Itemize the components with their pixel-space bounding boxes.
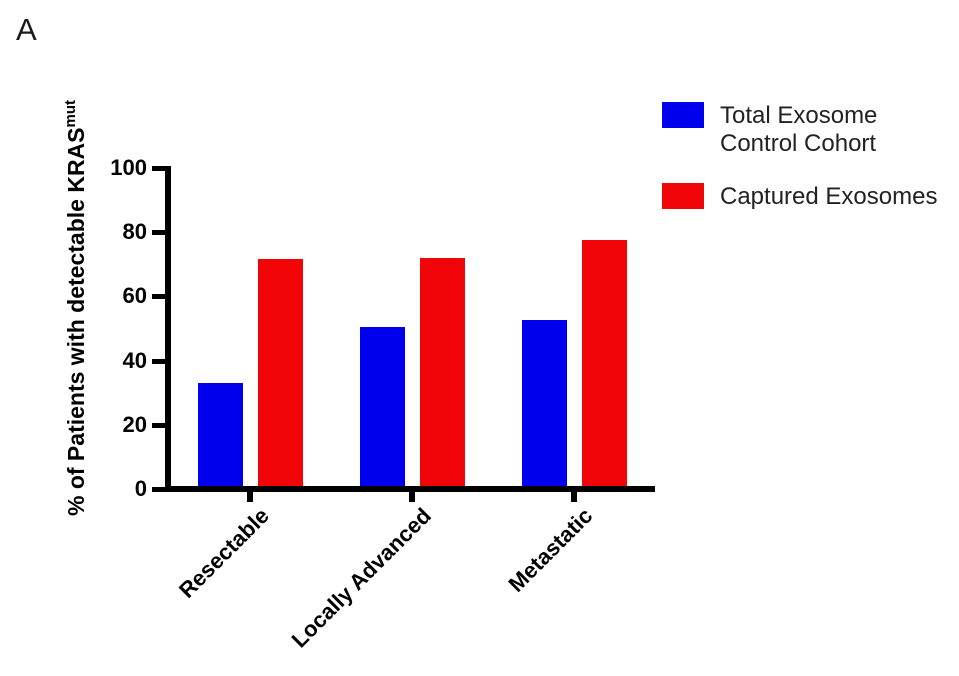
legend-entry-1: Captured Exosomes [662, 183, 937, 211]
bar-red-2 [581, 240, 627, 487]
y-axis-title-superscript: mut [62, 99, 80, 128]
legend-label-line: Control Cohort [720, 130, 877, 157]
category-label-2: Metastatic [503, 503, 598, 597]
y-tick-100 [152, 166, 165, 171]
category-label-1: Locally Advanced [286, 503, 436, 653]
legend-label-0: Total Exosome Control Cohort [720, 102, 877, 158]
y-tick-40 [152, 359, 165, 364]
legend-label-1: Captured Exosomes [720, 183, 937, 211]
y-tick-label-20: 20 [122, 412, 147, 437]
legend-entry-0: Total Exosome Control Cohort [662, 102, 937, 158]
x-tick-0 [247, 492, 253, 502]
y-tick-80 [152, 230, 165, 235]
legend-label-line: Captured Exosomes [720, 183, 938, 210]
legend-swatch-blue [662, 102, 704, 128]
bar-blue-1 [359, 327, 405, 487]
y-tick-label-80: 80 [122, 219, 147, 244]
x-tick-1 [409, 492, 415, 502]
y-tick-label-40: 40 [122, 348, 147, 373]
y-axis-line [165, 166, 171, 492]
bar-blue-0 [197, 383, 243, 487]
legend-label-line: Total Exosome [720, 102, 878, 129]
panel-label: A [16, 12, 38, 47]
x-axis-line [165, 486, 655, 492]
y-tick-60 [152, 294, 165, 299]
y-tick-label-0: 0 [134, 476, 147, 501]
y-tick-label-60: 60 [122, 283, 147, 308]
bar-red-0 [257, 259, 303, 487]
bar-blue-2 [521, 320, 567, 487]
y-tick-0 [152, 487, 165, 492]
category-label-0: Resectable [173, 503, 274, 603]
y-tick-label-100: 100 [110, 155, 147, 180]
y-axis-title-text: % of Patients with detectable KRAS [62, 127, 89, 517]
x-tick-2 [571, 492, 577, 502]
y-tick-20 [152, 423, 165, 428]
legend-swatch-red [662, 183, 704, 209]
bar-red-1 [419, 258, 465, 487]
chart-legend: Total Exosome Control Cohort Captured Exos… [662, 102, 937, 236]
